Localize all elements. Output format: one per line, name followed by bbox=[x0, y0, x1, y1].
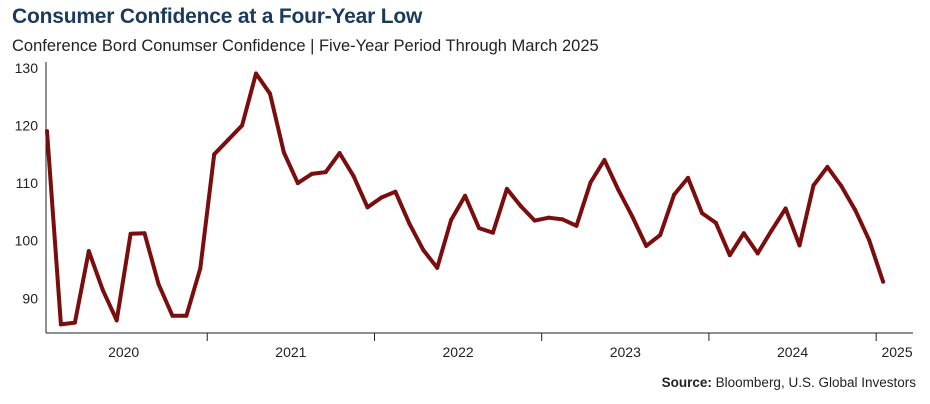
y-tick-label: 90 bbox=[22, 290, 38, 306]
data-point bbox=[100, 287, 105, 292]
data-point bbox=[114, 318, 119, 323]
data-point bbox=[490, 230, 495, 235]
data-point bbox=[546, 215, 551, 220]
source-label: Source: bbox=[661, 375, 712, 390]
series-line bbox=[45, 71, 886, 327]
y-axis-ticks: 90 100 110 120 130 bbox=[15, 60, 47, 333]
chart-title: Consumer Confidence at a Four-Year Low bbox=[12, 5, 423, 28]
data-point bbox=[881, 279, 886, 284]
data-point bbox=[267, 91, 272, 96]
x-tick-label: 2022 bbox=[443, 344, 474, 360]
data-point bbox=[449, 217, 454, 222]
x-tick-label: 2023 bbox=[610, 344, 641, 360]
data-point bbox=[769, 228, 774, 233]
data-point bbox=[393, 189, 398, 194]
data-point bbox=[86, 249, 91, 254]
data-point bbox=[616, 188, 621, 193]
x-tick-label: 2024 bbox=[777, 344, 808, 360]
y-tick-label: 120 bbox=[15, 117, 39, 133]
x-tick-label: 2020 bbox=[108, 344, 139, 360]
data-point bbox=[295, 181, 300, 186]
data-point bbox=[797, 243, 802, 248]
data-point bbox=[463, 193, 468, 198]
data-point bbox=[379, 195, 384, 200]
data-point bbox=[560, 217, 565, 222]
data-point bbox=[323, 170, 328, 175]
data-point bbox=[741, 231, 746, 236]
data-point bbox=[407, 221, 412, 226]
chart-subtitle: Conference Bord Conumser Confidence | Fi… bbox=[12, 37, 599, 55]
data-point bbox=[156, 281, 161, 286]
data-point bbox=[142, 231, 147, 236]
y-tick-label: 110 bbox=[16, 175, 39, 191]
data-point bbox=[421, 247, 426, 252]
data-point bbox=[309, 171, 314, 176]
data-point bbox=[477, 226, 481, 231]
source-text: Bloomberg, U.S. Global Investors bbox=[711, 375, 916, 390]
data-point bbox=[686, 175, 691, 180]
data-point bbox=[839, 183, 844, 188]
data-point bbox=[825, 164, 830, 169]
data-point bbox=[602, 158, 607, 163]
x-axis: 2020 2021 2022 2023 2024 2025 bbox=[46, 332, 913, 360]
data-point bbox=[574, 223, 579, 228]
x-tick-label: 2025 bbox=[881, 344, 912, 360]
data-point bbox=[128, 231, 133, 236]
data-point bbox=[281, 150, 286, 155]
y-tick-label: 100 bbox=[15, 233, 39, 249]
data-point bbox=[184, 313, 189, 318]
data-point bbox=[58, 322, 63, 327]
data-point bbox=[713, 220, 718, 225]
data-point bbox=[699, 211, 704, 216]
data-point bbox=[72, 320, 77, 325]
data-point bbox=[226, 137, 231, 142]
data-point bbox=[755, 251, 760, 256]
data-point bbox=[727, 253, 732, 258]
data-point bbox=[365, 205, 370, 210]
data-point bbox=[644, 243, 649, 248]
data-point bbox=[351, 174, 356, 179]
data-point bbox=[853, 208, 858, 213]
data-point bbox=[783, 206, 788, 211]
data-point bbox=[518, 204, 523, 209]
data-point bbox=[45, 129, 49, 134]
data-point bbox=[435, 265, 440, 270]
data-point bbox=[630, 214, 635, 219]
data-point bbox=[504, 186, 509, 191]
data-point bbox=[588, 180, 593, 185]
source-note: Source: Bloomberg, U.S. Global Investors bbox=[662, 375, 916, 390]
data-point bbox=[658, 232, 663, 237]
data-point bbox=[170, 313, 175, 318]
data-point bbox=[240, 123, 245, 128]
data-point bbox=[198, 266, 203, 271]
data-point bbox=[811, 183, 816, 188]
data-point bbox=[337, 151, 342, 156]
y-tick-label: 130 bbox=[15, 60, 39, 76]
data-point bbox=[254, 71, 259, 76]
data-point bbox=[532, 218, 537, 223]
data-point bbox=[212, 152, 217, 157]
data-point bbox=[867, 238, 872, 243]
series-layer bbox=[45, 71, 886, 327]
data-point bbox=[672, 192, 677, 197]
x-tick-label: 2021 bbox=[275, 344, 306, 360]
